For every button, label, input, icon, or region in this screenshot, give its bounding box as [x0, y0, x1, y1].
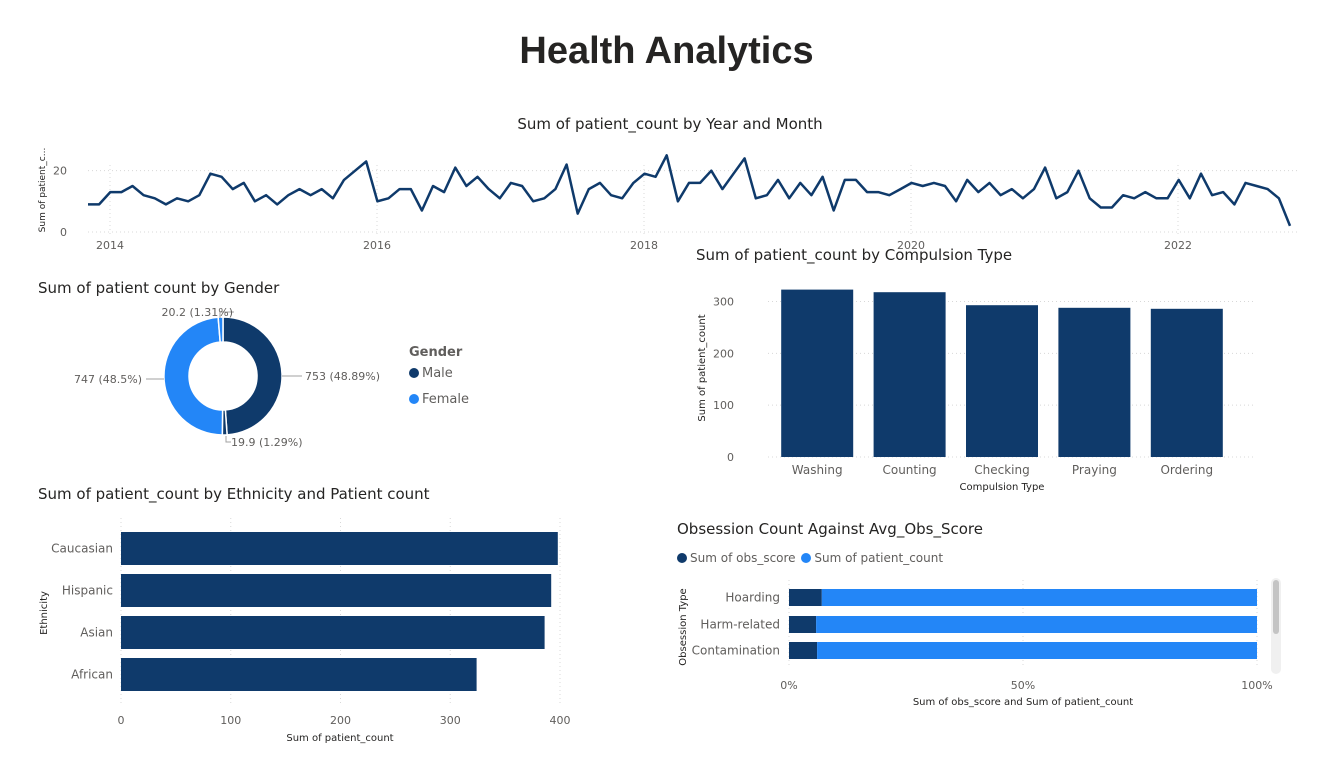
ethnicity-bar [121, 532, 558, 565]
legend-item-female[interactable]: Female [409, 392, 469, 407]
compulsion-bar [781, 289, 854, 457]
obsession-stacked-bar-chart[interactable]: 0% 50% 100% Hoarding Harm-related Contaminati… [670, 570, 1310, 720]
ethnicity-xlabel: Sum of patient_count [286, 733, 393, 744]
compulsion-bar [966, 305, 1038, 457]
compulsion-ytick-label: 0 [727, 451, 734, 464]
compulsion-ytick-label: 300 [713, 296, 734, 309]
donut-data-label: 747 (48.5%) [74, 373, 142, 386]
compulsion-bar-chart[interactable]: 0 100 200 300 Washing Counting Checking Praying… [680, 270, 1320, 510]
line-xtick-label: 2014 [96, 239, 124, 252]
donut-leader-line [219, 311, 234, 318]
compulsion-bar [873, 292, 946, 457]
compulsion-xtick-label: Praying [1072, 463, 1117, 477]
ethnicity-ytick-label: Hispanic [62, 584, 113, 598]
obsession-legend: Sum of obs_score Sum of patient_count [677, 551, 943, 565]
obsession-bar-patient-count [816, 616, 1257, 633]
donut-slice [222, 316, 283, 436]
legend-item-male[interactable]: Male [409, 366, 453, 381]
obsession-xtick-label: 50% [1011, 679, 1035, 692]
ethnicity-xtick-label: 0 [118, 714, 125, 727]
line-chart-title: Sum of patient_count by Year and Month [517, 115, 823, 133]
donut-slice [163, 316, 224, 436]
compulsion-xtick-label: Counting [882, 463, 936, 477]
legend-item-patient-count[interactable]: Sum of patient_count [799, 551, 943, 565]
compulsion-ylabel: Sum of patient_count [697, 314, 708, 421]
ethnicity-chart-title: Sum of patient_count by Ethnicity and Pa… [38, 485, 430, 503]
obsession-chart-title: Obsession Count Against Avg_Obs_Score [677, 520, 983, 538]
legend-label-patient-count: Sum of patient_count [814, 551, 944, 565]
ethnicity-bar-chart[interactable]: 0 100 200 300 400 Caucasian Hispanic Asian Afric… [30, 510, 650, 755]
page-title: Health Analytics [519, 30, 814, 72]
legend-label-male: Male [422, 366, 453, 381]
obsession-bar-patient-count [817, 642, 1257, 659]
ethnicity-xtick-label: 100 [220, 714, 241, 727]
compulsion-xtick-label: Washing [792, 463, 843, 477]
ethnicity-ytick-label: African [71, 668, 113, 682]
obsession-bar-obs-score [789, 589, 822, 606]
ethnicity-ytick-label: Asian [80, 626, 113, 640]
obsession-bar-obs-score [789, 616, 817, 633]
ethnicity-xtick-label: 300 [440, 714, 461, 727]
obsession-xtick-label: 0% [780, 679, 797, 692]
obsession-xlabel: Sum of obs_score and Sum of patient_coun… [913, 697, 1133, 708]
line-xtick-label: 2022 [1164, 239, 1192, 252]
obsession-bar-patient-count [821, 589, 1257, 606]
legend-item-obs-score[interactable]: Sum of obs_score [677, 551, 796, 565]
ethnicity-xtick-label: 400 [550, 714, 571, 727]
ethnicity-bar [121, 658, 477, 691]
donut-data-label: 20.2 (1.31%) [161, 306, 233, 319]
compulsion-bar [1058, 307, 1131, 457]
obsession-bar-obs-score [789, 642, 818, 659]
line-chart[interactable]: 2014 2016 2018 2020 2022 0 20 Sum of patient_c.… [0, 120, 1333, 260]
obsession-xtick-label: 100% [1241, 679, 1272, 692]
ethnicity-bar [121, 574, 552, 607]
obsession-scrollbar-thumb[interactable] [1273, 580, 1279, 634]
line-ytick-label: 20 [53, 165, 67, 178]
compulsion-bar [1150, 308, 1223, 457]
female-swatch [409, 394, 419, 404]
line-xtick-label: 2016 [363, 239, 391, 252]
compulsion-ytick-label: 100 [713, 399, 734, 412]
obs-score-swatch [677, 553, 687, 563]
legend-label-obs-score: Sum of obs_score [690, 551, 796, 565]
ethnicity-ytick-label: Caucasian [51, 542, 113, 556]
line-xtick-label: 2018 [630, 239, 658, 252]
obsession-ytick-label: Harm-related [700, 618, 780, 632]
ethnicity-xtick-label: 200 [330, 714, 351, 727]
ethnicity-bar [121, 616, 545, 649]
gender-legend-title: Gender [409, 345, 463, 360]
donut-data-label: 753 (48.89%) [305, 370, 380, 383]
donut-chart[interactable]: 753 (48.89%) 19.9 (1.29%) 747 (48.5%) 20.2 … [0, 290, 660, 490]
compulsion-xlabel: Compulsion Type [960, 482, 1045, 493]
compulsion-chart-title: Sum of patient_count by Compulsion Type [696, 246, 1013, 264]
donut-chart-title: Sum of patient count by Gender [38, 279, 280, 297]
obsession-ytick-label: Contamination [692, 644, 780, 658]
line-ylabel: Sum of patient_c... [38, 148, 48, 233]
obsession-ylabel: Obsession Type [678, 588, 689, 665]
line-xtick-label: 2020 [897, 239, 925, 252]
line-series [88, 154, 1292, 227]
patient-count-swatch [801, 553, 812, 563]
compulsion-ytick-label: 200 [713, 347, 734, 360]
compulsion-xtick-label: Checking [974, 463, 1029, 477]
legend-label-female: Female [422, 392, 470, 407]
donut-leader-line [225, 436, 231, 443]
male-swatch [409, 368, 419, 378]
line-ytick-label: 0 [60, 226, 67, 239]
donut-data-label: 19.9 (1.29%) [231, 436, 303, 449]
obsession-ytick-label: Hoarding [725, 591, 780, 605]
ethnicity-ylabel: Ethnicity [39, 591, 50, 635]
compulsion-xtick-label: Ordering [1160, 463, 1213, 477]
